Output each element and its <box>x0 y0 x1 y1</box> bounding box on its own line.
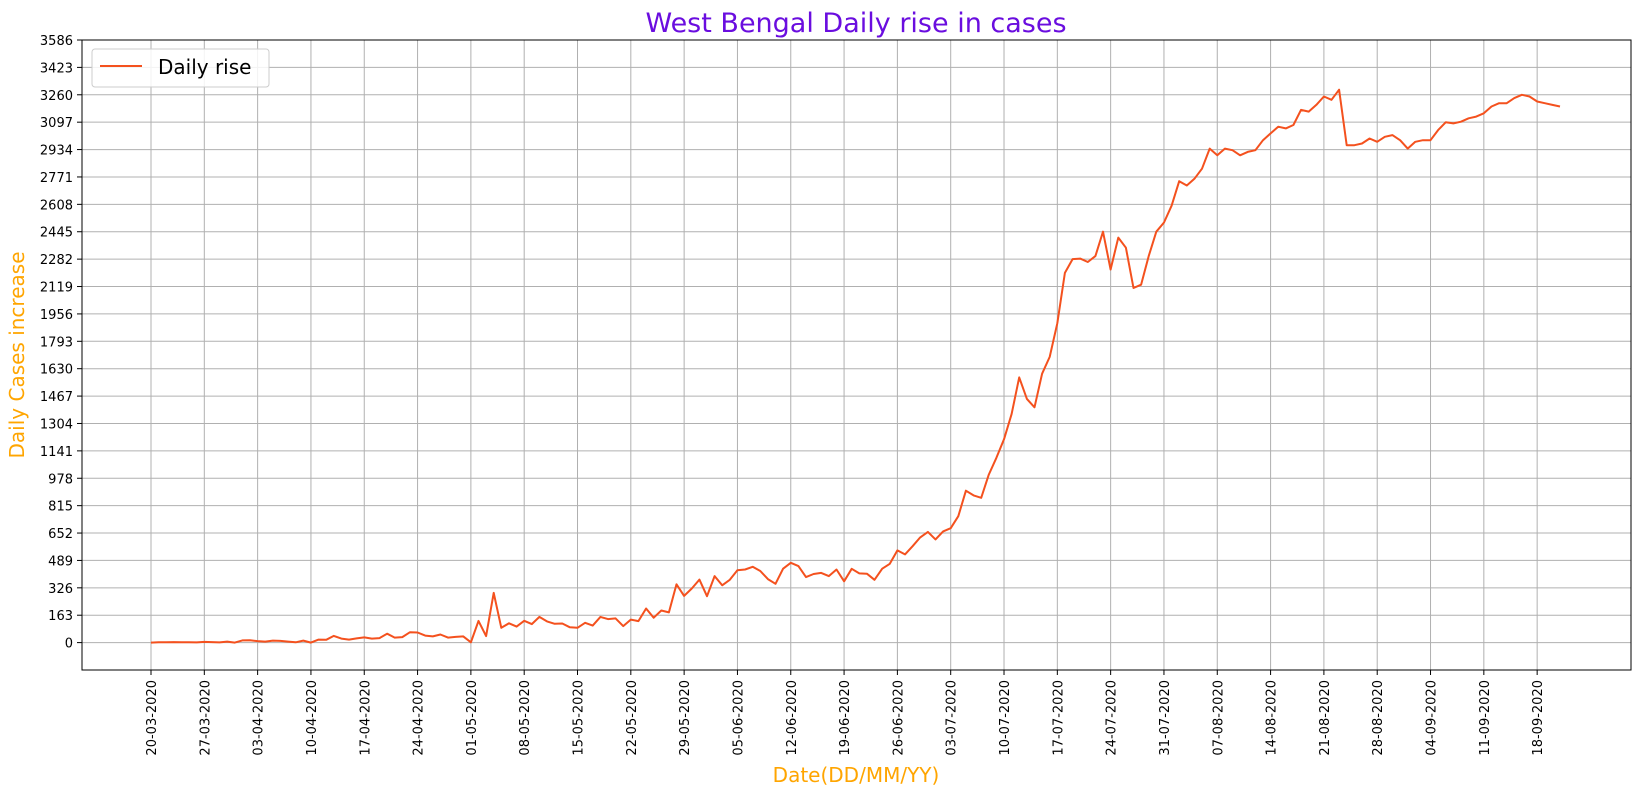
x-tick-label: 17-07-2020 <box>1051 680 1066 756</box>
x-tick-label: 31-07-2020 <box>1158 680 1173 756</box>
y-tick-label: 1793 <box>40 335 73 350</box>
grid-lines <box>82 39 1631 670</box>
x-tick-label: 26-06-2020 <box>891 680 906 756</box>
x-tick-label: 01-05-2020 <box>465 680 480 756</box>
x-tick-label: 05-06-2020 <box>731 680 746 756</box>
x-tick-label: 10-07-2020 <box>998 680 1013 756</box>
y-tick-label: 1141 <box>40 445 73 460</box>
chart-title: West Bengal Daily rise in cases <box>645 8 1066 39</box>
legend: Daily rise <box>91 48 270 88</box>
x-tick-label: 24-07-2020 <box>1105 680 1120 756</box>
x-tick-label: 29-05-2020 <box>678 680 693 756</box>
x-tick-label: 27-03-2020 <box>198 680 213 756</box>
x-tick-label: 28-08-2020 <box>1371 680 1386 756</box>
y-tick-label: 2445 <box>40 226 73 241</box>
y-tick-label: 815 <box>48 500 73 515</box>
x-tick-label: 22-05-2020 <box>625 680 640 756</box>
legend-box <box>91 48 270 88</box>
y-tick-label: 3586 <box>40 34 73 49</box>
y-tick-label: 1630 <box>40 363 73 378</box>
y-tick-label: 489 <box>48 554 73 569</box>
x-tick-label: 19-06-2020 <box>838 680 853 756</box>
y-tick-label: 3097 <box>40 116 73 131</box>
x-tick-label: 14-08-2020 <box>1265 680 1280 756</box>
y-tick-label: 326 <box>48 582 73 597</box>
y-tick-label: 2771 <box>40 171 73 186</box>
x-tick-label: 10-04-2020 <box>305 680 320 756</box>
y-tick-label: 652 <box>48 527 73 542</box>
x-axis-title: Date(DD/MM/YY) <box>773 763 940 787</box>
x-tick-label: 07-08-2020 <box>1211 680 1226 756</box>
series-line-daily-rise <box>150 88 1561 644</box>
y-tick-label: 978 <box>48 472 73 487</box>
y-tick-label: 2608 <box>40 198 73 213</box>
x-tick-label: 18-09-2020 <box>1531 680 1546 756</box>
y-tick-label: 1304 <box>40 417 73 432</box>
x-tick-label: 03-07-2020 <box>945 680 960 756</box>
x-tick-label: 24-04-2020 <box>412 680 427 756</box>
legend-label-daily-rise: Daily rise <box>158 55 251 79</box>
x-tick-label: 04-09-2020 <box>1425 680 1440 756</box>
x-tick-label: 17-04-2020 <box>358 680 373 756</box>
y-tick-label: 3260 <box>40 89 73 104</box>
y-axis-title: Daily Cases increase <box>5 252 29 459</box>
x-tick-label: 15-05-2020 <box>572 680 587 756</box>
y-tick-label: 3423 <box>40 61 73 76</box>
y-tick-label: 1467 <box>40 390 73 405</box>
y-tick-label: 163 <box>48 609 73 624</box>
x-tick-label: 03-04-2020 <box>252 680 267 756</box>
x-tick-label: 20-03-2020 <box>145 680 160 756</box>
plot-area <box>81 39 1632 671</box>
y-tick-label: 0 <box>65 637 73 652</box>
y-tick-label: 2934 <box>40 144 73 159</box>
y-tick-label: 1956 <box>40 308 73 323</box>
x-tick-label: 12-06-2020 <box>785 680 800 756</box>
x-tick-label: 21-08-2020 <box>1318 680 1333 756</box>
y-tick-label: 2282 <box>40 253 73 268</box>
x-tick-label: 08-05-2020 <box>518 680 533 756</box>
y-tick-label: 2119 <box>40 281 73 296</box>
x-tick-label: 11-09-2020 <box>1478 680 1493 756</box>
axis-ticks: 0 163 326 489 652 815 978 1141 1304 1467 1630 1793 1… <box>40 34 1546 756</box>
